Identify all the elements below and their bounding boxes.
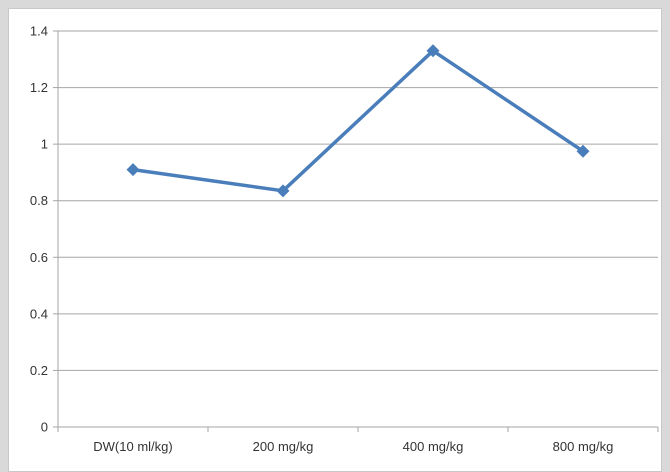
y-tick-label: 0.6 bbox=[30, 250, 48, 265]
y-tick-label: 1 bbox=[41, 137, 48, 152]
y-tick-label: 0.8 bbox=[30, 193, 48, 208]
data-point-marker bbox=[276, 184, 290, 198]
x-tick-label: 400 mg/kg bbox=[403, 439, 464, 454]
data-point-marker bbox=[126, 163, 140, 177]
series-line bbox=[131, 49, 585, 193]
chart-panel bbox=[8, 8, 662, 472]
axes bbox=[53, 30, 659, 432]
data-point-marker bbox=[576, 144, 590, 158]
y-tick-label: 0.2 bbox=[30, 363, 48, 378]
x-tick-label: 800 mg/kg bbox=[553, 439, 614, 454]
y-tick-label: 0.4 bbox=[30, 306, 48, 321]
data-point-marker bbox=[426, 44, 440, 58]
series bbox=[126, 44, 590, 198]
x-tick-label: DW(10 ml/kg) bbox=[93, 439, 172, 454]
y-tick-label: 0 bbox=[41, 420, 48, 435]
gridlines bbox=[58, 30, 658, 371]
x-tick-label: 200 mg/kg bbox=[253, 439, 314, 454]
y-tick-label: 1.4 bbox=[30, 24, 48, 39]
y-tick-label: 1.2 bbox=[30, 80, 48, 95]
tick-labels: 0 0.2 0.4 0.6 0.8 1 1.2 1.4 DW(10 ml/kg) 200 mg/k… bbox=[30, 24, 613, 455]
